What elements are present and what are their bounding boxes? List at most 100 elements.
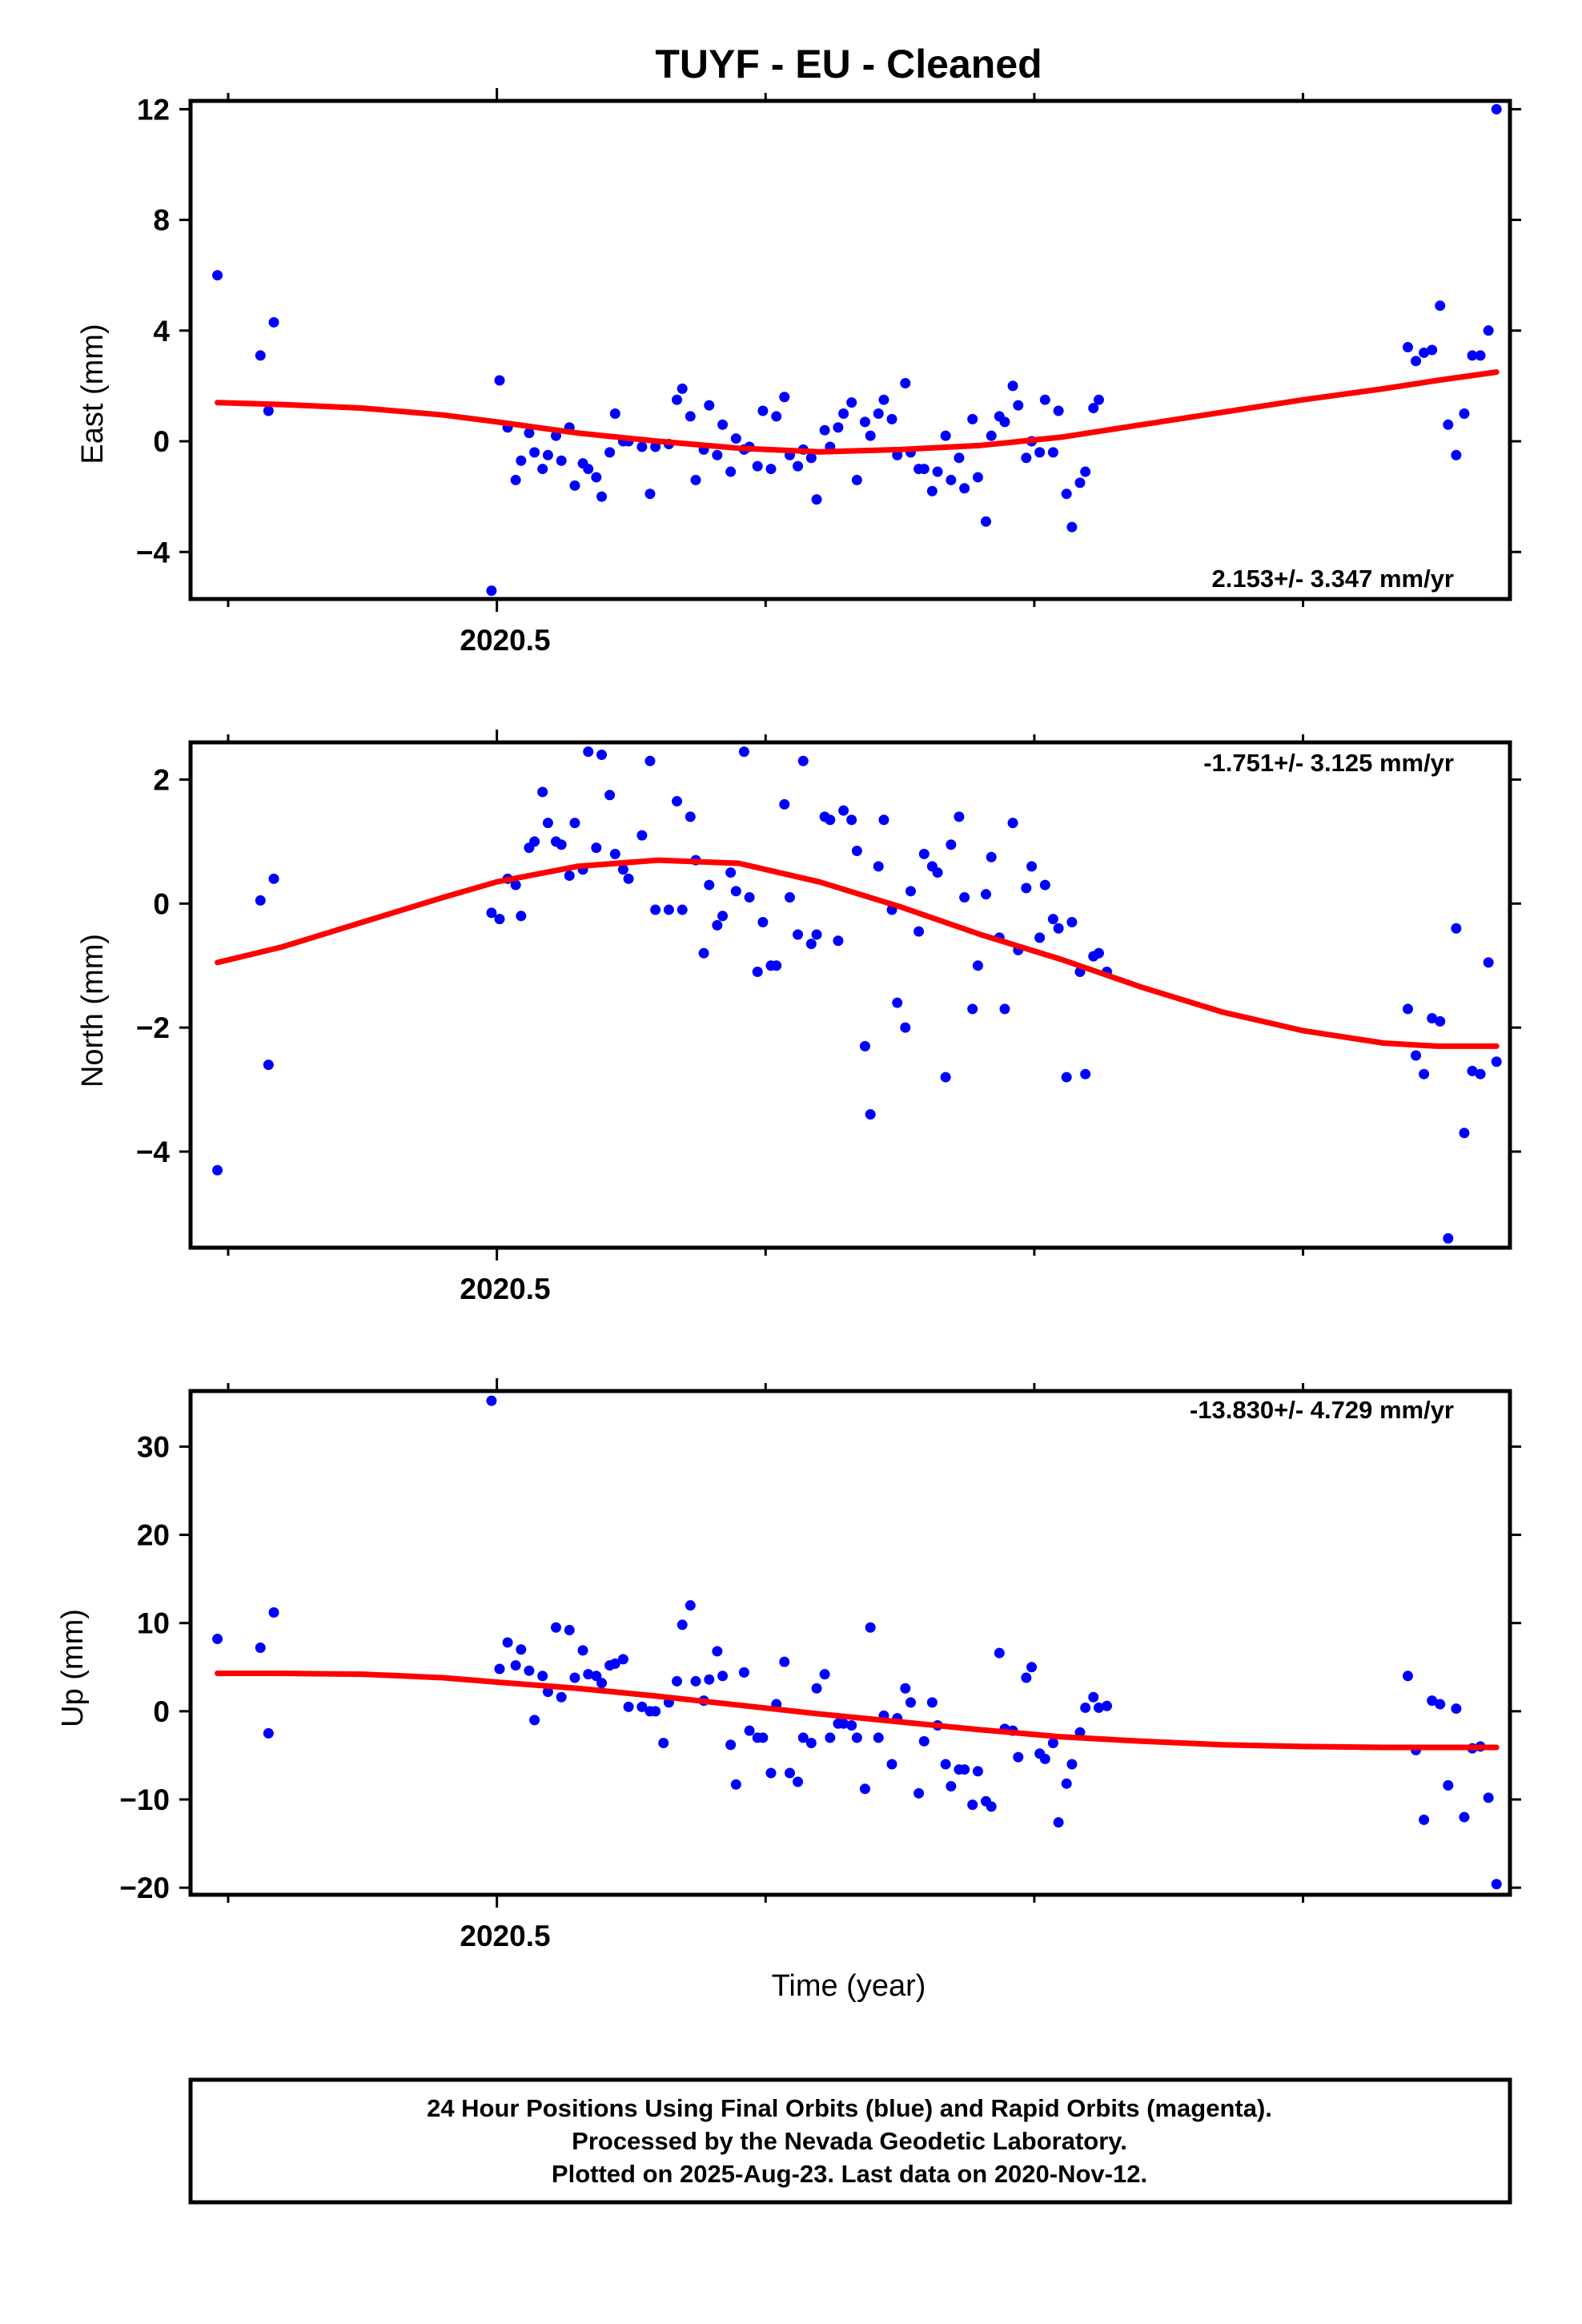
up-fit-curve bbox=[215, 1671, 1500, 1751]
east-data-point bbox=[510, 474, 521, 485]
north-data-point bbox=[529, 836, 540, 847]
east-data-point bbox=[583, 464, 594, 475]
up-data-point bbox=[636, 1701, 648, 1712]
north-data-point bbox=[873, 861, 884, 872]
up-y-tick-label: 20 bbox=[137, 1519, 170, 1552]
north-data-point bbox=[1483, 957, 1494, 968]
east-y-tick-label: 0 bbox=[153, 425, 170, 458]
north-data-point bbox=[609, 848, 620, 859]
north-data-point bbox=[1475, 1068, 1486, 1080]
up-data-point bbox=[738, 1667, 749, 1678]
up-data-point bbox=[905, 1697, 917, 1708]
up-data-point bbox=[1093, 1702, 1104, 1713]
east-data-point bbox=[900, 377, 911, 388]
north-data-point bbox=[805, 939, 817, 950]
north-y-axis-label: North (mm) bbox=[76, 934, 110, 1088]
east-data-point bbox=[730, 433, 741, 444]
north-data-point bbox=[591, 842, 602, 854]
east-data-point bbox=[255, 350, 266, 361]
up-data-point bbox=[672, 1675, 683, 1687]
up-data-point bbox=[846, 1719, 857, 1731]
up-data-point bbox=[1053, 1817, 1064, 1828]
up-rate-label: -13.830+/- 4.729 mm/yr bbox=[1190, 1396, 1454, 1424]
up-data-point bbox=[658, 1738, 669, 1749]
east-data-point bbox=[846, 397, 857, 408]
up-data-point bbox=[524, 1665, 535, 1676]
footer-frame bbox=[188, 2077, 1512, 2205]
north-data-point bbox=[752, 966, 763, 977]
north-data-point bbox=[704, 879, 715, 891]
east-data-point bbox=[1061, 489, 1072, 500]
up-data-point bbox=[542, 1687, 553, 1698]
up-data-point bbox=[677, 1619, 688, 1630]
north-data-point bbox=[564, 870, 575, 881]
north-data-point bbox=[1411, 1050, 1422, 1061]
east-data-point bbox=[811, 494, 822, 505]
east-data-point bbox=[596, 491, 608, 502]
north-data-point bbox=[1459, 1128, 1470, 1139]
east-data-point bbox=[650, 441, 661, 452]
up-data-point bbox=[918, 1735, 930, 1747]
north-data-point bbox=[255, 895, 266, 906]
east-data-point bbox=[986, 430, 997, 441]
east-data-point bbox=[980, 516, 991, 527]
up-data-point bbox=[1483, 1792, 1494, 1803]
up-data-point bbox=[967, 1799, 978, 1811]
north-data-point bbox=[636, 830, 648, 841]
north-rate-label: -1.751+/- 3.125 mm/yr bbox=[1203, 749, 1454, 777]
up-data-point bbox=[537, 1671, 548, 1682]
up-data-point bbox=[1088, 1691, 1099, 1703]
north-data-point bbox=[1053, 923, 1064, 934]
north-y-tick-label: −2 bbox=[136, 1011, 170, 1044]
east-data-point bbox=[932, 466, 943, 477]
north-data-point bbox=[1061, 1072, 1072, 1083]
up-data-point bbox=[583, 1669, 594, 1680]
north-data-point bbox=[865, 1109, 876, 1120]
east-data-point bbox=[516, 455, 527, 466]
north-data-point bbox=[569, 818, 580, 829]
north-data-point bbox=[967, 1003, 978, 1015]
east-data-point bbox=[529, 447, 540, 458]
east-data-point bbox=[940, 430, 951, 441]
east-data-point bbox=[1451, 449, 1462, 460]
north-data-point bbox=[980, 889, 991, 900]
up-data-point bbox=[1427, 1695, 1438, 1707]
north-data-point bbox=[946, 839, 957, 850]
up-data-point bbox=[1021, 1672, 1032, 1683]
up-data-point bbox=[529, 1715, 540, 1726]
north-data-point bbox=[1007, 818, 1018, 829]
up-data-point bbox=[510, 1660, 521, 1671]
up-data-point bbox=[859, 1783, 870, 1795]
east-data-point bbox=[1483, 325, 1494, 336]
up-data-point bbox=[617, 1654, 628, 1665]
east-y-tick-label: −4 bbox=[136, 536, 171, 569]
up-data-point bbox=[1061, 1778, 1072, 1789]
east-data-point bbox=[1402, 342, 1413, 353]
east-plot-frame bbox=[188, 99, 1512, 601]
east-data-point bbox=[704, 400, 715, 411]
east-data-point bbox=[805, 452, 817, 464]
footer-line-1: 24 Hour Positions Using Final Orbits (bl… bbox=[427, 2094, 1272, 2122]
north-data-point bbox=[833, 935, 844, 947]
east-data-point bbox=[1074, 477, 1086, 489]
east-data-point bbox=[1034, 447, 1046, 458]
east-data-point bbox=[959, 483, 970, 494]
east-data-point bbox=[486, 585, 497, 597]
east-data-point bbox=[833, 422, 844, 433]
east-data-point bbox=[717, 419, 729, 430]
up-data-point bbox=[730, 1779, 741, 1790]
east-data-point bbox=[1021, 452, 1032, 464]
east-data-point bbox=[1459, 408, 1470, 419]
north-data-point bbox=[757, 917, 769, 928]
up-data-point bbox=[1066, 1759, 1078, 1770]
north-data-point bbox=[556, 839, 567, 850]
east-data-point bbox=[685, 411, 696, 422]
east-data-point bbox=[851, 474, 862, 485]
up-data-point bbox=[263, 1727, 274, 1739]
east-data-point bbox=[268, 316, 279, 328]
north-data-point bbox=[725, 867, 737, 879]
up-data-point bbox=[940, 1759, 951, 1770]
up-data-point bbox=[486, 1395, 497, 1406]
east-data-point bbox=[838, 408, 849, 419]
north-data-point bbox=[268, 873, 279, 884]
